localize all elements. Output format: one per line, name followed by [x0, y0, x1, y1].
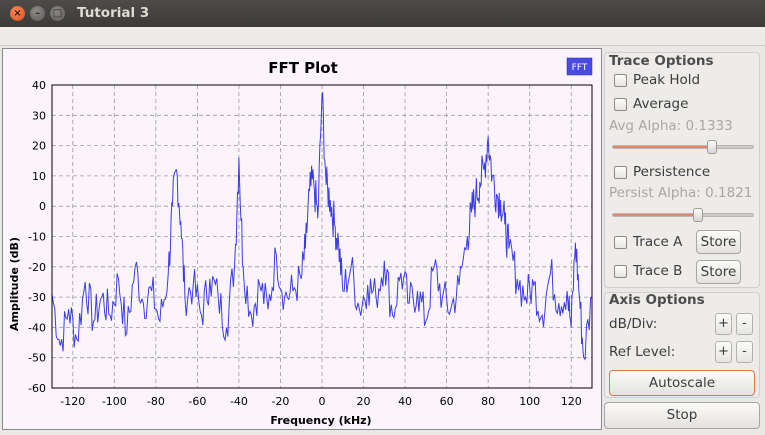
peak-hold-checkbox[interactable]	[614, 74, 627, 87]
menu-bar	[0, 27, 765, 46]
ref-level-increase-button[interactable]: +	[715, 341, 732, 363]
legend-label: FFT	[572, 63, 588, 73]
autoscale-button[interactable]: Autoscale	[609, 370, 755, 396]
plot-grid	[52, 84, 592, 389]
average-checkbox[interactable]	[614, 98, 627, 111]
stop-button[interactable]: Stop	[604, 402, 760, 429]
trace-b-label[interactable]: Trace B	[633, 263, 683, 279]
persist-alpha-slider[interactable]	[612, 208, 754, 222]
trace-options-group: Trace Options Peak Hold Average Avg Alph…	[604, 52, 760, 288]
db-div-label: dB/Div:	[609, 316, 658, 332]
x-tick-label: 60	[440, 395, 454, 408]
fft-plot[interactable]: FFT Plot FFT Amplitude (dB) Frequency (k…	[2, 48, 602, 430]
average-label[interactable]: Average	[633, 96, 689, 112]
y-tick-label: -50	[28, 352, 46, 365]
plot-title: FFT Plot	[268, 59, 338, 77]
x-tick-label: -80	[147, 395, 165, 408]
y-tick-label: 0	[39, 200, 46, 213]
x-tick-label: 0	[319, 395, 326, 408]
persistence-checkbox[interactable]	[614, 166, 627, 179]
y-tick-label: 20	[32, 140, 46, 153]
x-tick-label: -60	[188, 395, 206, 408]
x-tick-label: -20	[271, 395, 289, 408]
trace-a-checkbox[interactable]	[614, 236, 627, 249]
axis-options-group: Axis Options dB/Div: + - Ref Level: + - …	[604, 292, 760, 398]
db-div-increase-button[interactable]: +	[715, 313, 732, 335]
window-title: Tutorial 3	[77, 5, 150, 21]
x-tick-label: 80	[481, 395, 495, 408]
store-trace-a-button[interactable]: Store	[696, 230, 741, 254]
trace-b-checkbox[interactable]	[614, 265, 627, 278]
avg-alpha-slider-handle[interactable]	[707, 140, 718, 154]
title-bar: × – □ Tutorial 3	[0, 0, 765, 27]
persist-alpha-slider-handle[interactable]	[693, 208, 704, 222]
minimize-window-icon[interactable]: –	[30, 6, 45, 21]
y-tick-label: 10	[32, 170, 46, 183]
legend-swatch[interactable]	[566, 57, 593, 76]
y-axis-label: Amplitude (dB)	[8, 237, 21, 331]
fft-trace	[51, 91, 593, 361]
maximize-window-icon[interactable]: □	[50, 6, 65, 21]
avg-alpha-label: Avg Alpha: 0.1333	[609, 118, 733, 134]
x-tick-label: 40	[398, 395, 412, 408]
x-tick-label: -120	[60, 395, 85, 408]
x-tick-label: 20	[357, 395, 371, 408]
ref-level-decrease-button[interactable]: -	[736, 341, 753, 363]
y-tick-label: -60	[28, 382, 46, 395]
ref-level-label: Ref Level:	[609, 344, 676, 360]
x-tick-label: 120	[561, 395, 582, 408]
fft-plot-canvas[interactable]: FFT Plot FFT Amplitude (dB) Frequency (k…	[3, 49, 601, 429]
persist-alpha-label: Persist Alpha: 0.1821	[609, 185, 753, 201]
y-tick-label: -20	[28, 261, 46, 274]
persistence-label[interactable]: Persistence	[633, 164, 711, 180]
trace-options-title: Trace Options	[609, 53, 714, 69]
trace-a-label[interactable]: Trace A	[633, 234, 683, 250]
x-tick-label: 100	[519, 395, 540, 408]
x-tick-label: -40	[230, 395, 248, 408]
x-axis-label: Frequency (kHz)	[270, 414, 371, 427]
store-trace-b-button[interactable]: Store	[696, 260, 741, 284]
y-tick-label: 40	[32, 79, 46, 92]
x-tick-label: -100	[102, 395, 127, 408]
y-tick-label: -30	[28, 291, 46, 304]
y-tick-label: 30	[32, 109, 46, 122]
y-tick-label: -10	[28, 231, 46, 244]
peak-hold-label[interactable]: Peak Hold	[633, 72, 701, 88]
plot-area-border	[51, 84, 593, 389]
y-tick-label: -40	[28, 321, 46, 334]
db-div-decrease-button[interactable]: -	[736, 313, 753, 335]
avg-alpha-slider[interactable]	[612, 140, 754, 154]
close-window-icon[interactable]: ×	[10, 6, 25, 21]
axis-options-title: Axis Options	[609, 292, 705, 308]
plot-ticks: -120 -100 -80 -60 -40 -20 0 20 40 60 80 100 12040302…	[28, 79, 582, 408]
